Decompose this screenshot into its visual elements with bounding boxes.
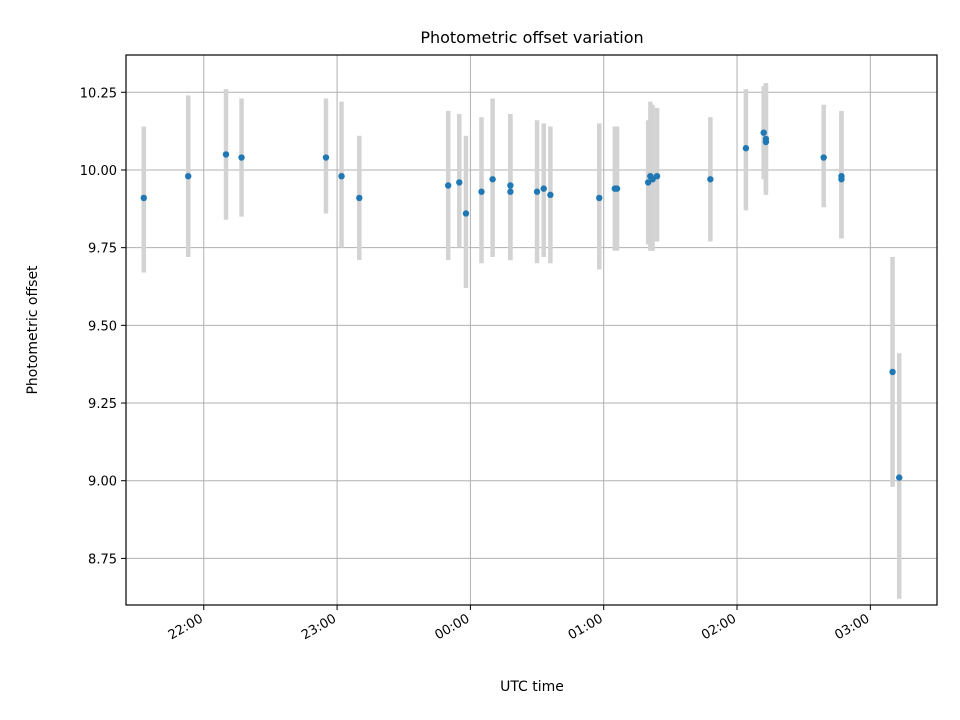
x-axis-label: UTC time bbox=[500, 679, 564, 695]
data-point bbox=[596, 194, 603, 202]
y-tick-label: 9.25 bbox=[88, 397, 117, 412]
data-point bbox=[338, 172, 345, 180]
y-tick-label: 9.50 bbox=[88, 319, 117, 334]
data-point bbox=[889, 368, 896, 376]
data-point bbox=[547, 191, 554, 199]
y-tick-label: 10.00 bbox=[80, 164, 117, 179]
y-axis-ticks: 8.75 9.00 9.25 9.50 9.75 10.00 10.25 bbox=[80, 86, 126, 567]
data-point bbox=[140, 194, 147, 202]
data-point bbox=[507, 188, 514, 195]
y-tick-label: 9.00 bbox=[88, 475, 117, 490]
data-point bbox=[540, 185, 547, 192]
grid bbox=[126, 55, 937, 605]
data-point bbox=[760, 129, 767, 136]
data-point bbox=[489, 176, 496, 183]
y-tick-label: 8.75 bbox=[88, 552, 117, 567]
data-point bbox=[896, 474, 903, 481]
data-point bbox=[478, 188, 485, 195]
data-point bbox=[507, 182, 514, 189]
plot-frame bbox=[125, 54, 938, 606]
data-point bbox=[742, 145, 750, 152]
chart-title: Photometric offset variation bbox=[420, 28, 643, 47]
data-point bbox=[707, 176, 714, 183]
y-tick-label: 9.75 bbox=[88, 242, 117, 257]
y-axis-label: Photometric offset bbox=[25, 265, 41, 395]
data-point bbox=[762, 138, 770, 146]
data-point bbox=[462, 210, 470, 217]
data-point bbox=[185, 172, 192, 180]
data-point bbox=[444, 182, 452, 189]
y-tick-label: 10.25 bbox=[80, 86, 117, 101]
data-point bbox=[820, 154, 827, 161]
data-point bbox=[322, 154, 330, 161]
data-point bbox=[838, 176, 845, 183]
data-point bbox=[238, 154, 245, 161]
data-point bbox=[653, 172, 661, 180]
data-point bbox=[649, 176, 656, 183]
data-point bbox=[222, 151, 230, 158]
data-points bbox=[140, 129, 903, 481]
data-point bbox=[356, 194, 363, 202]
data-point bbox=[644, 179, 652, 186]
data-point bbox=[456, 179, 463, 186]
data-point bbox=[613, 185, 621, 192]
data-point bbox=[533, 188, 541, 195]
